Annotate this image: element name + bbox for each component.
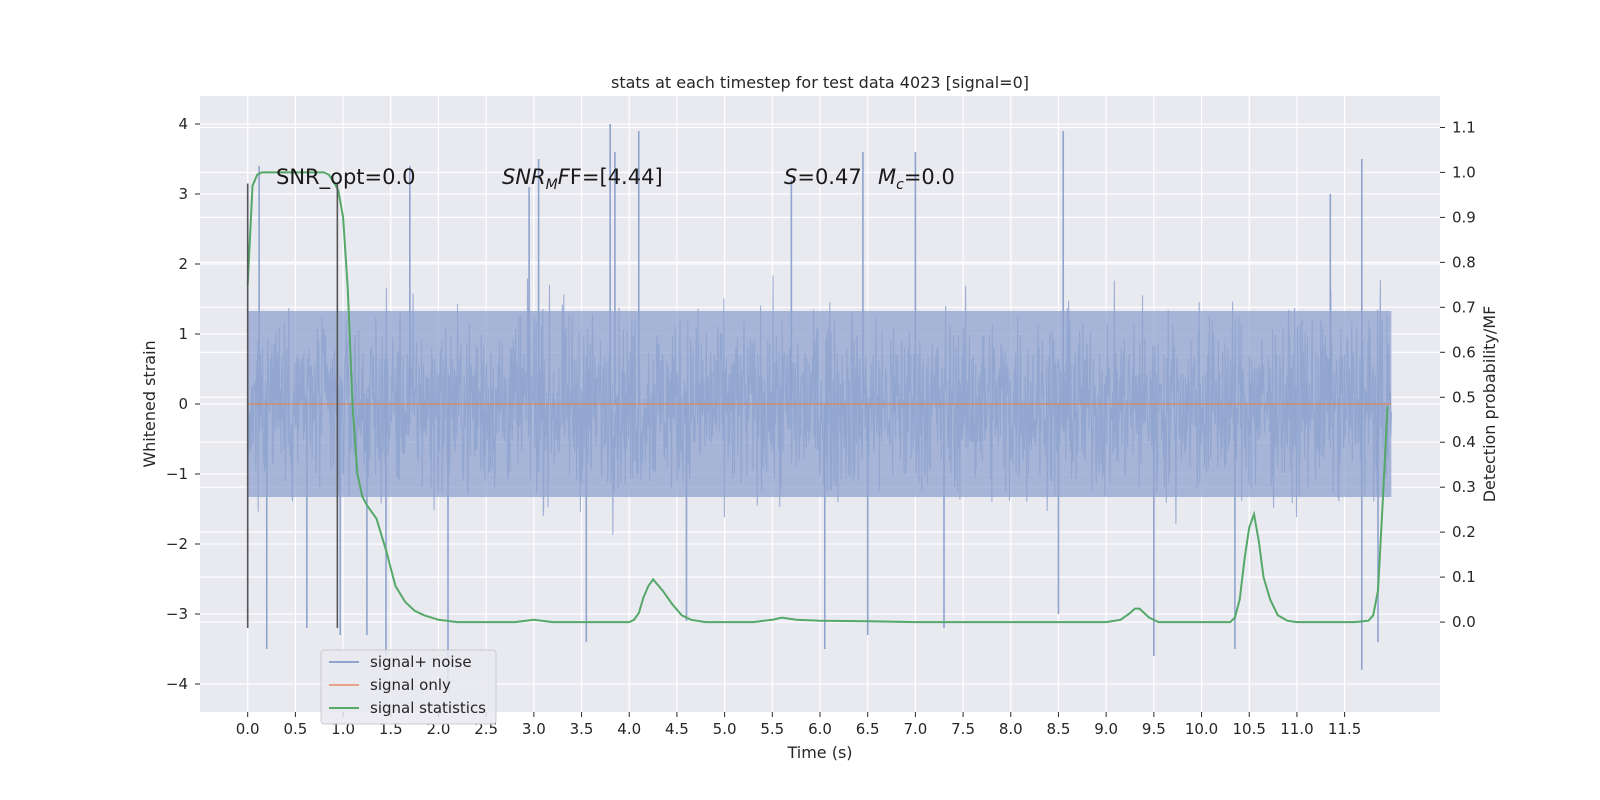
annotation-mc: Mc=0.0 <box>878 165 955 193</box>
y-left-tick-label: −2 <box>166 535 188 553</box>
legend-label-signal-noise: signal+ noise <box>370 653 472 671</box>
annotation-s-name: S <box>784 165 797 189</box>
x-tick-label: 6.0 <box>808 720 832 738</box>
x-tick-label: 10.0 <box>1185 720 1218 738</box>
y-right-tick-label: 0.3 <box>1452 478 1476 496</box>
x-axis-label: Time (s) <box>786 743 852 762</box>
x-tick-label: 4.0 <box>617 720 641 738</box>
annotation-snr-mf: SNRMFF=[4.44] <box>502 165 663 193</box>
vertical-markers <box>246 183 339 628</box>
x-tick-label: 8.0 <box>999 720 1023 738</box>
annotation-snr-mf-value: F=[4.44] <box>570 165 663 189</box>
y-left-tick-label: 2 <box>178 255 188 273</box>
x-tick-label: 0.5 <box>283 720 307 738</box>
legend-label-signal-only: signal only <box>370 676 451 694</box>
y-left-tick-label: −1 <box>166 465 188 483</box>
y-left-tick-label: 4 <box>178 115 188 133</box>
y-left-tick-label: 0 <box>178 395 188 413</box>
chart-title: stats at each timestep for test data 402… <box>611 73 1029 92</box>
y-axis-left-label: Whitened strain <box>140 340 159 467</box>
x-tick-label: 6.5 <box>856 720 880 738</box>
legend-label-signal-statistics: signal statistics <box>370 699 486 717</box>
annotation-s-value: =0.47 <box>797 165 861 189</box>
y-right-tick-label: 0.7 <box>1452 298 1476 316</box>
series-lines <box>246 171 1392 624</box>
x-tick-label: 9.0 <box>1094 720 1118 738</box>
annotation-snr-mf-sub: M <box>546 177 558 193</box>
y-right-tick-label: 0.9 <box>1452 208 1476 226</box>
y-right-tick-label: 1.1 <box>1452 118 1476 136</box>
annotation-s: S=0.47 <box>784 165 862 189</box>
x-tick-label: 0.0 <box>236 720 260 738</box>
y-right-tick-label: 0.6 <box>1452 343 1476 361</box>
x-tick-label: 11.0 <box>1280 720 1313 738</box>
annotation-mc-sub: c <box>896 177 904 193</box>
x-tick-label: 5.5 <box>760 720 784 738</box>
x-tick-label: 10.5 <box>1233 720 1266 738</box>
y-right-tick-label: 0.4 <box>1452 433 1476 451</box>
y-right-tick-label: 0.0 <box>1452 613 1476 631</box>
y-left-tick-label: 1 <box>178 325 188 343</box>
x-tick-label: 11.5 <box>1328 720 1361 738</box>
x-tick-label: 4.5 <box>665 720 689 738</box>
y-left-tick-label: −3 <box>166 605 188 623</box>
annotation-snr-mf-name: SNR <box>502 165 546 189</box>
x-tick-label: 7.5 <box>951 720 975 738</box>
annotation-mc-value: =0.0 <box>904 165 955 189</box>
y-right-tick-label: 0.2 <box>1452 523 1476 541</box>
annotation-mc-name: M <box>878 165 896 189</box>
x-tick-label: 3.5 <box>570 720 594 738</box>
legend-box <box>320 649 497 725</box>
y-left-tick-label: 3 <box>178 185 188 203</box>
x-tick-label: 5.0 <box>713 720 737 738</box>
x-tick-label: 3.0 <box>522 720 546 738</box>
annotation-snr-opt: SNR_opt=0.0 <box>276 165 416 190</box>
y-right-tick-label: 0.1 <box>1452 568 1476 586</box>
y-right-tick-label: 0.5 <box>1452 388 1476 406</box>
x-tick-label: 8.5 <box>1047 720 1071 738</box>
series-signal-statistics-line <box>246 171 1389 624</box>
annotation-snr-mf-f: F <box>558 165 571 189</box>
y-axis-right-label: Detection probability/MF <box>1480 306 1499 503</box>
x-tick-label: 9.5 <box>1142 720 1166 738</box>
y-right-tick-label: 0.8 <box>1452 253 1476 271</box>
y-left-tick-label: −4 <box>166 675 188 693</box>
legend: signal+ noise signal only signal statist… <box>320 649 497 725</box>
y-right-tick-label: 1.0 <box>1452 163 1476 181</box>
x-tick-label: 7.0 <box>903 720 927 738</box>
